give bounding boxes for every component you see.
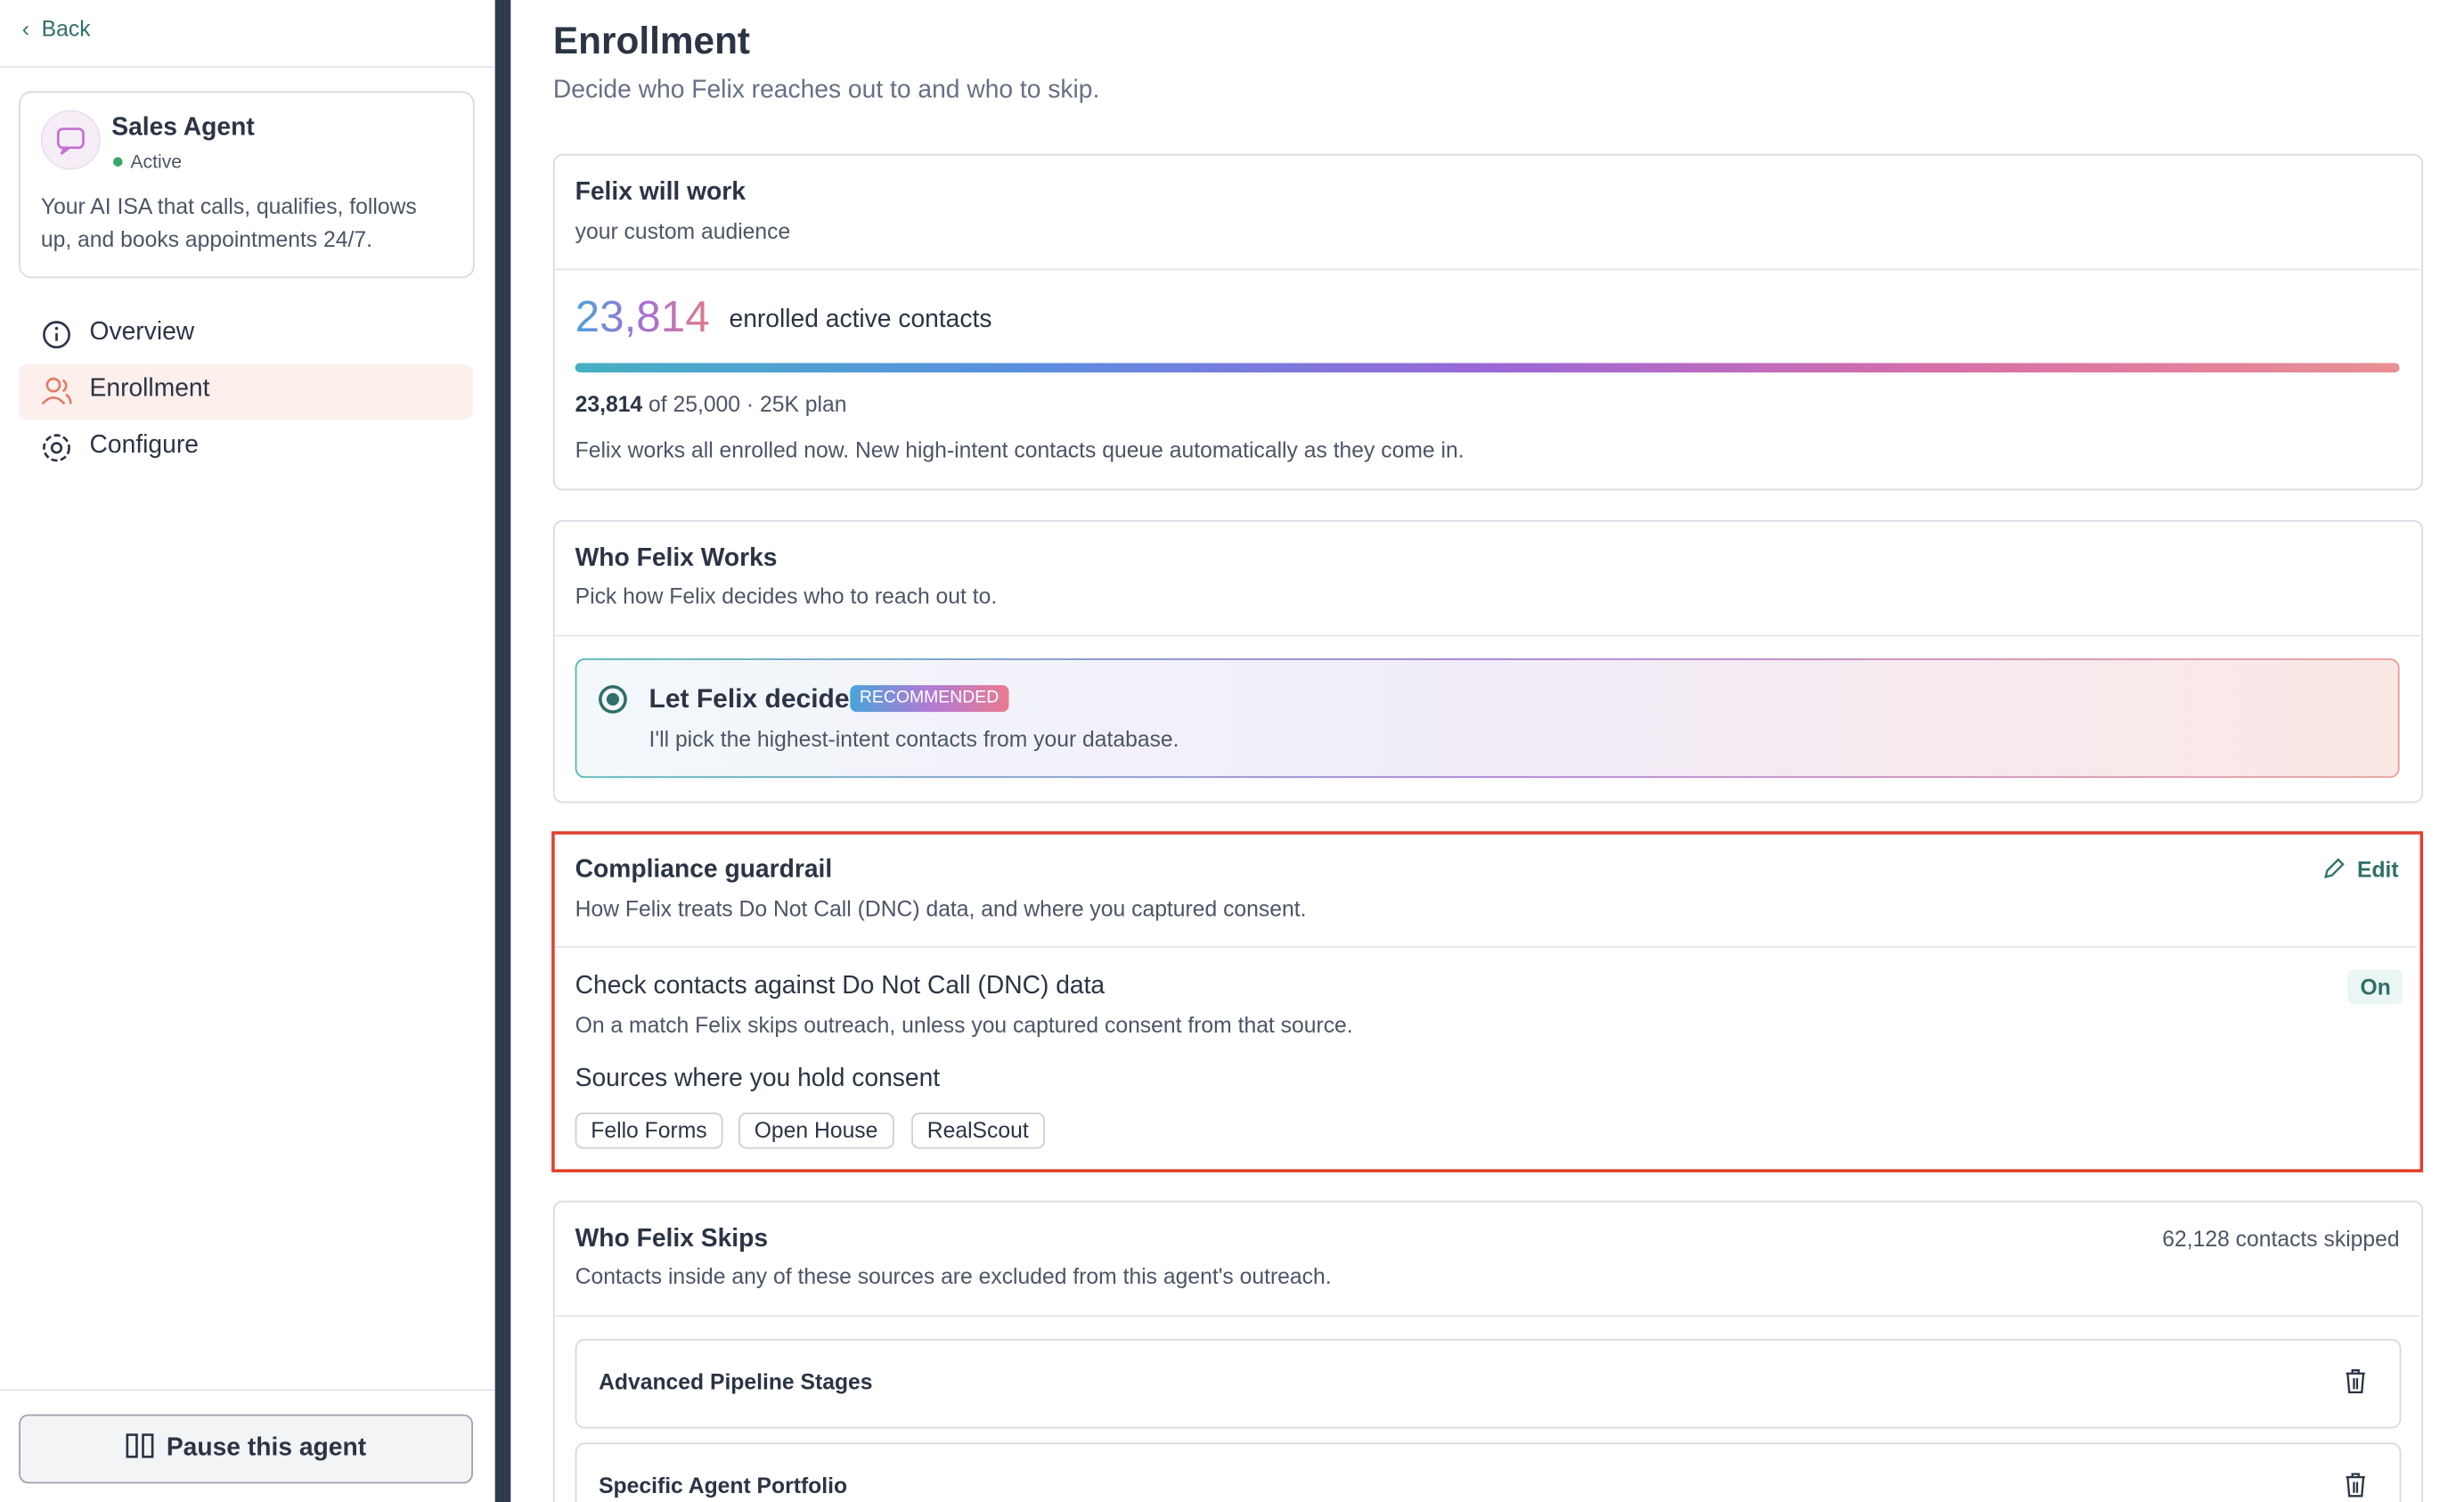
highlight-box bbox=[551, 831, 2424, 1172]
back-label: Back bbox=[41, 15, 91, 41]
skipped-count: 62,128 contacts skipped bbox=[2162, 1225, 2400, 1252]
pause-button[interactable]: Pause this agent bbox=[19, 1414, 473, 1484]
card-subtitle: your custom audience bbox=[575, 218, 791, 244]
option-label: Let Felix decide bbox=[649, 683, 850, 714]
option-description: I'll pick the highest-intent contacts fr… bbox=[649, 725, 1179, 752]
skip-item-label: Specific Agent Portfolio bbox=[599, 1472, 848, 1498]
source-chip: Open House bbox=[738, 1112, 894, 1149]
delete-icons[interactable] bbox=[2343, 1368, 2368, 1500]
radio-dot bbox=[606, 692, 620, 706]
separator bbox=[0, 1389, 495, 1392]
nav-icons bbox=[41, 321, 72, 462]
nav-item[interactable]: Enrollment bbox=[89, 375, 210, 403]
nav-item[interactable]: Configure bbox=[89, 432, 199, 460]
badge: RECOMMENDED bbox=[850, 685, 1008, 713]
usage-count: 23,814 bbox=[575, 391, 643, 417]
option-card[interactable] bbox=[575, 658, 2400, 779]
status-dot bbox=[113, 157, 123, 167]
skip-item-label: Advanced Pipeline Stages bbox=[599, 1368, 873, 1394]
enrolled-label: enrolled active contacts bbox=[729, 306, 992, 333]
sources-title: Sources where you hold consent bbox=[575, 1065, 941, 1092]
separator bbox=[554, 268, 2420, 271]
source-chip: Fello Forms bbox=[575, 1112, 723, 1149]
skip-item bbox=[575, 1442, 2402, 1502]
option-fill bbox=[576, 659, 2398, 777]
agent-description: Your AI ISA that calls, qualifies, follo… bbox=[40, 192, 417, 252]
card-subtitle: Pick how Felix decides who to reach out … bbox=[575, 583, 998, 608]
enrolled-count: 23,814 bbox=[575, 292, 710, 341]
nav-item[interactable]: Overview bbox=[89, 319, 195, 347]
separator bbox=[0, 66, 495, 68]
separator bbox=[554, 1315, 2420, 1318]
separator bbox=[554, 634, 2420, 637]
edit-button[interactable]: Edit bbox=[2322, 856, 2399, 882]
card-title: Felix will work bbox=[575, 179, 746, 207]
agent-status: Active bbox=[130, 151, 183, 174]
card-title: Who Felix Works bbox=[575, 545, 778, 573]
agent-icon bbox=[40, 110, 101, 170]
back-button[interactable]: ‹ Back bbox=[21, 15, 91, 41]
work-note: Felix works all enrolled now. New high-i… bbox=[575, 437, 1465, 462]
pause-label: Pause this agent bbox=[166, 1434, 367, 1462]
edit-icon bbox=[2324, 858, 2345, 878]
radio[interactable] bbox=[599, 685, 627, 714]
card-subtitle: Contacts inside any of these sources are… bbox=[575, 1263, 1332, 1289]
card-title: Who Felix Skips bbox=[575, 1225, 769, 1253]
page-title: Enrollment bbox=[552, 20, 751, 63]
page-subtitle: Decide who Felix reaches out to and who … bbox=[552, 77, 1100, 104]
card-subtitle: How Felix treats Do Not Call (DNC) data,… bbox=[575, 895, 1307, 921]
nav-active-bg bbox=[19, 364, 473, 420]
edit-label: Edit bbox=[2357, 856, 2399, 882]
separator bbox=[554, 945, 2418, 948]
agent-name: Sales Agent bbox=[111, 114, 255, 142]
agent-icon-glyph bbox=[56, 127, 85, 155]
check-title: Check contacts against Do Not Call (DNC)… bbox=[575, 972, 1106, 1000]
check-description: On a match Felix skips outreach, unless … bbox=[575, 1012, 1353, 1038]
usage-bar bbox=[575, 363, 2400, 373]
card-title: Compliance guardrail bbox=[575, 856, 833, 884]
divider-strip bbox=[494, 0, 511, 1502]
usage-rest: of 25,000 · 25K plan bbox=[649, 391, 847, 417]
work-card bbox=[552, 153, 2424, 491]
state-badge: On bbox=[2347, 969, 2403, 1005]
skip-item bbox=[575, 1338, 2402, 1429]
pause-icon bbox=[126, 1433, 154, 1458]
source-chip: RealScout bbox=[911, 1112, 1045, 1149]
